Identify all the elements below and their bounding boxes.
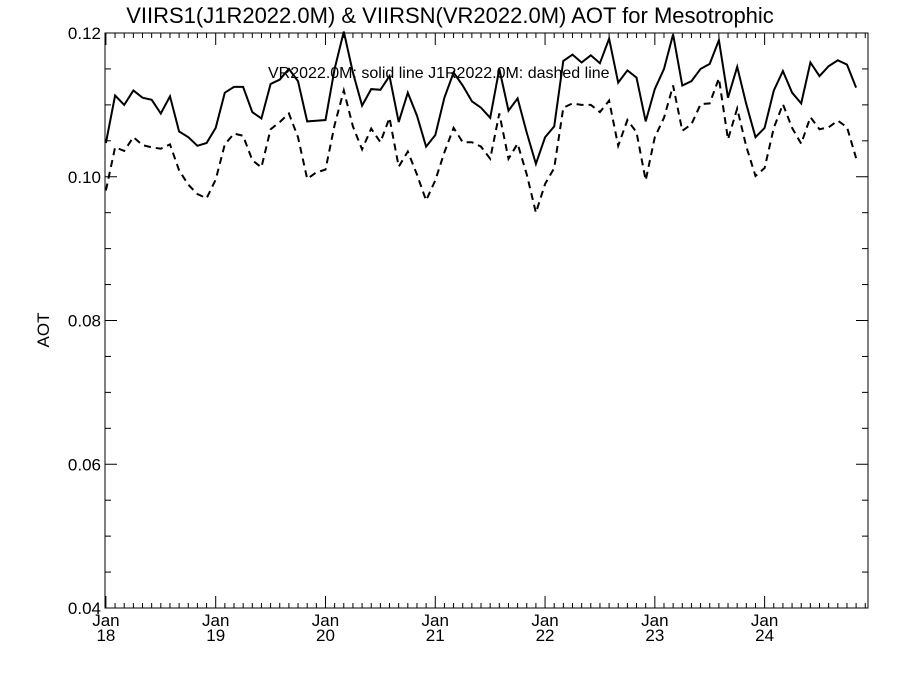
series-lines	[104, 31, 858, 217]
x-tick-label-year: 22	[536, 626, 555, 645]
y-tick-label: 0.08	[68, 312, 101, 331]
y-tick-label: 0.04	[68, 599, 101, 618]
y-tick-label: 0.10	[68, 168, 101, 187]
x-tick-label-month: Jan	[312, 611, 339, 630]
x-tick-label-year: 23	[645, 626, 664, 645]
x-tick-label-month: Jan	[92, 611, 119, 630]
x-tick-label-year: 18	[96, 626, 115, 645]
x-tick-label-month: Jan	[641, 611, 668, 630]
x-tick-label-year: 20	[316, 626, 335, 645]
x-tick-label-year: 19	[206, 626, 225, 645]
tick-labels: 0.040.060.080.100.12Jan18Jan19Jan20Jan21…	[68, 24, 778, 645]
x-tick-label-month: Jan	[531, 611, 558, 630]
plot-frame	[104, 32, 869, 609]
y-tick-label: 0.06	[68, 455, 101, 474]
x-tick-label-year: 24	[755, 626, 774, 645]
x-tick-label-month: Jan	[751, 611, 778, 630]
x-tick-label-month: Jan	[422, 611, 449, 630]
series-line-solid	[104, 31, 858, 168]
x-tick-label-month: Jan	[202, 611, 229, 630]
chart-title: VIIRS1(J1R2022.0M) & VIIRSN(VR2022.0M) A…	[126, 3, 774, 28]
series-line-dashed	[104, 77, 858, 217]
x-tick-label-year: 21	[426, 626, 445, 645]
axis-ticks	[105, 32, 868, 609]
y-tick-label: 0.12	[68, 24, 101, 43]
line-style-annotation: VR2022.0M: solid line J1R2022.0M: dashed…	[268, 65, 610, 82]
